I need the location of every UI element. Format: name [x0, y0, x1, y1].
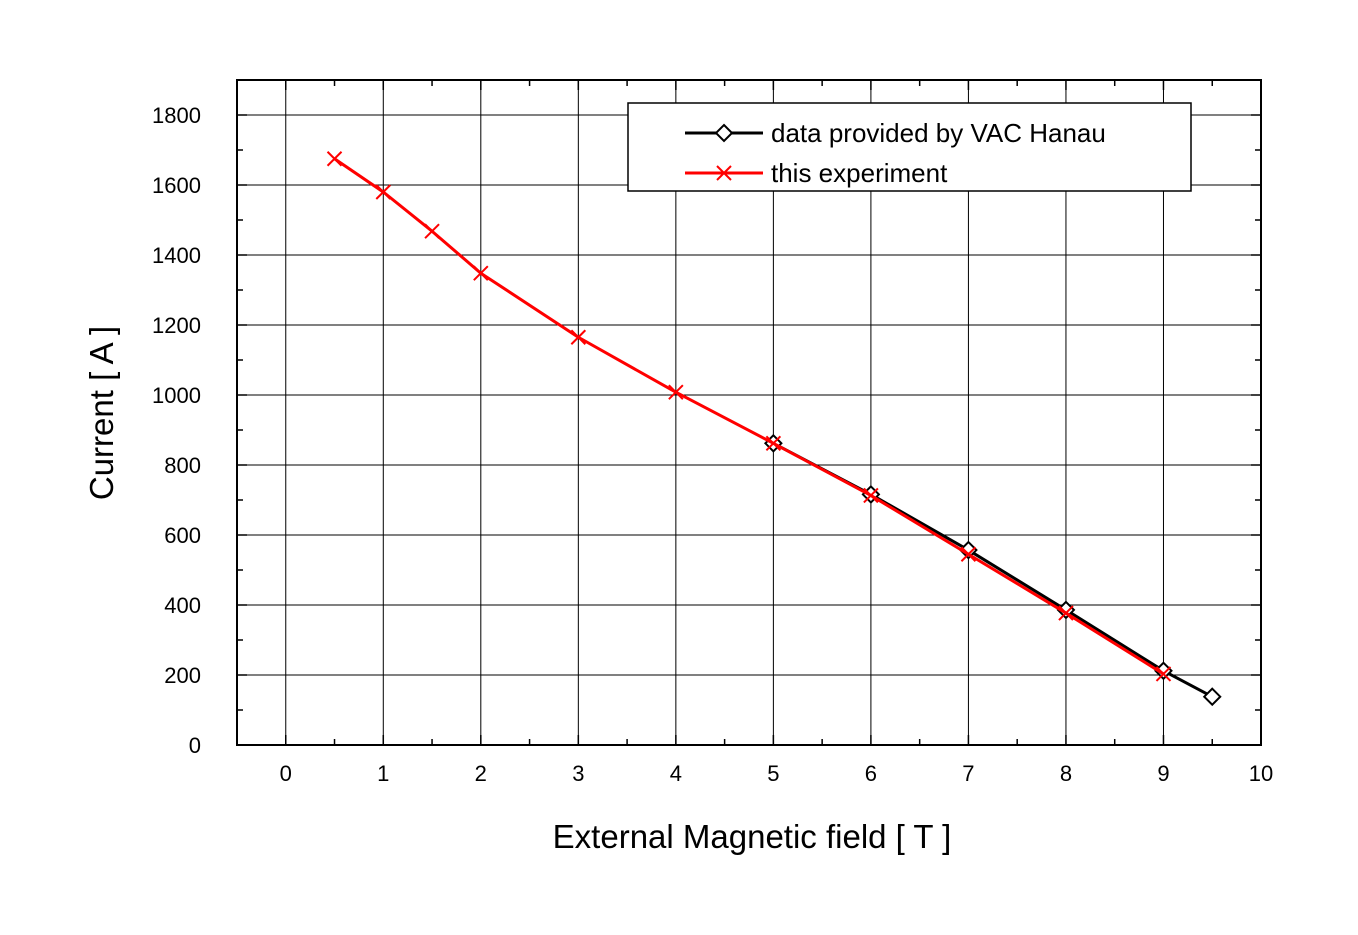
legend-entry-vac-hanau: data provided by VAC Hanau [685, 118, 1106, 148]
x-tick-label: 1 [377, 761, 389, 786]
legend-marker-x-icon [716, 165, 732, 181]
legend-entry-this-experiment: this experiment [685, 158, 948, 188]
series-group [326, 151, 1222, 707]
legend: data provided by VAC Hanau this experime… [627, 102, 1192, 192]
y-tick-label: 1400 [152, 243, 201, 268]
data-point-x [1155, 666, 1172, 682]
y-tick-label: 1600 [152, 173, 201, 198]
y-tick-label: 1800 [152, 103, 201, 128]
data-point-x [765, 435, 782, 452]
data-point-x [668, 384, 684, 400]
plot-frame [236, 79, 1262, 746]
data-point-diamond [959, 540, 978, 560]
y-tick-label: 1200 [152, 313, 201, 338]
x-tick-label: 7 [962, 761, 974, 786]
data-point-x [960, 546, 977, 562]
y-tick-label: 600 [164, 523, 201, 548]
y-tick-label: 400 [164, 593, 201, 618]
x-tick-label: 2 [475, 761, 487, 786]
x-axis-title: External Magnetic field [ T ] [553, 818, 952, 855]
x-tick-label: 9 [1157, 761, 1169, 786]
y-tick-label: 800 [164, 453, 201, 478]
y-axis-title: Current [ A ] [83, 326, 120, 500]
x-tick-label: 0 [280, 761, 292, 786]
data-point-x [473, 265, 489, 281]
x-tick-label: 4 [670, 761, 682, 786]
data-point-x [570, 329, 587, 345]
tick-labels: 0 1 2 3 4 5 6 7 8 9 10 0 200 400 600 800 1000 1200 1400 160… [152, 103, 1273, 786]
y-tick-label: 1000 [152, 383, 201, 408]
data-point-x [863, 487, 879, 504]
data-point-x [424, 223, 440, 239]
data-point-x [326, 151, 343, 167]
legend-marker-diamond-icon [714, 123, 734, 143]
x-tick-label: 8 [1060, 761, 1072, 786]
x-tick-label: 5 [767, 761, 779, 786]
x-tick-label: 3 [572, 761, 584, 786]
x-tick-label: 6 [865, 761, 877, 786]
y-tick-label: 0 [189, 733, 201, 758]
legend-label-vac-hanau: data provided by VAC Hanau [771, 118, 1106, 148]
legend-label-this-experiment: this experiment [771, 158, 948, 188]
data-point-x [375, 184, 391, 200]
y-tick-label: 200 [164, 663, 201, 688]
series-this-experiment [326, 151, 1172, 682]
data-point-x [1058, 605, 1074, 621]
x-tick-label: 10 [1249, 761, 1273, 786]
data-point-diamond [1202, 687, 1222, 707]
